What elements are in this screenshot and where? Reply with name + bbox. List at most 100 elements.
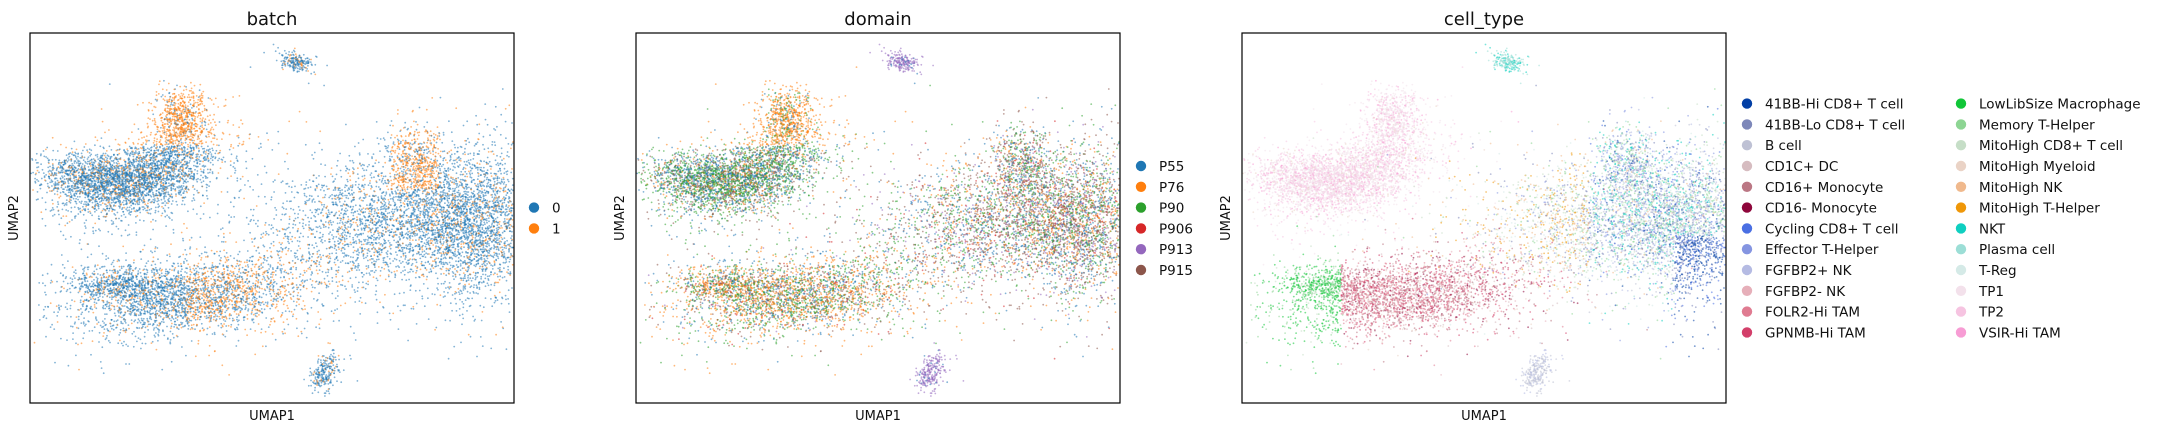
cell-point [238, 95, 241, 97]
cell-point [86, 204, 89, 207]
cell-point [143, 149, 146, 152]
cell-point [191, 157, 194, 160]
cell-point [55, 177, 58, 180]
cell-point [65, 209, 68, 211]
cell-point [160, 119, 163, 122]
cell-point [214, 152, 217, 155]
cell-point [78, 242, 81, 245]
cell-point [200, 181, 203, 184]
cell-point [398, 236, 401, 238]
cell-point [203, 147, 206, 150]
cell-point [437, 164, 440, 167]
cell-point [204, 156, 207, 158]
cell-point [102, 178, 105, 181]
cell-point [31, 157, 33, 160]
cell-point [145, 159, 148, 162]
cell-point [145, 141, 148, 143]
cell-point [180, 184, 183, 187]
cell-point [188, 167, 190, 170]
cell-point [166, 150, 169, 153]
cell-point [170, 169, 173, 171]
cell-point [112, 183, 115, 186]
cell-point [161, 124, 164, 127]
cell-point [71, 163, 74, 165]
cell-point [176, 158, 179, 161]
cell-point [118, 158, 120, 160]
cell-point [183, 96, 186, 99]
cell-point [100, 172, 102, 175]
cell-point [74, 195, 76, 197]
cell-point [210, 155, 213, 157]
cell-point [116, 164, 118, 167]
cell-point [189, 109, 192, 111]
cell-point [194, 133, 197, 135]
cell-point [69, 191, 72, 194]
cell-point [249, 66, 252, 68]
cell-point [407, 243, 410, 246]
cell-point [115, 167, 118, 170]
cell-point [199, 125, 202, 128]
cell-point [85, 175, 88, 178]
cell-point [175, 127, 178, 130]
cell-point [122, 176, 125, 179]
cell-point [196, 159, 199, 162]
cell-point [135, 231, 138, 234]
cell-point [96, 196, 98, 199]
cell-point [170, 183, 173, 186]
cell-point [149, 156, 152, 159]
cell-point [83, 175, 85, 178]
cell-point [206, 197, 209, 200]
cell-point [96, 200, 98, 203]
cell-point [272, 226, 274, 229]
cell-point [32, 171, 34, 174]
cell-point [309, 209, 312, 212]
cell-point [271, 149, 274, 151]
cell-point [135, 158, 137, 160]
cell-point [172, 176, 175, 178]
cell-point [184, 123, 187, 126]
cell-point [91, 171, 93, 174]
cell-point [59, 143, 62, 146]
cell-point [151, 119, 154, 122]
cell-point [288, 218, 291, 221]
cell-point [101, 120, 104, 123]
cell-point [484, 223, 486, 226]
cell-point [164, 162, 167, 165]
cell-point [153, 185, 156, 187]
cell-point [48, 159, 51, 162]
cell-point [193, 188, 196, 191]
cell-point [181, 158, 184, 161]
cell-point [156, 138, 159, 141]
cell-point [133, 166, 136, 169]
cell-point [142, 101, 144, 104]
cell-point [141, 170, 144, 173]
cell-point [180, 116, 183, 119]
cell-point [158, 114, 161, 117]
cell-point [258, 147, 260, 150]
cell-point [217, 159, 219, 162]
cell-point [128, 209, 131, 212]
cell-point [110, 168, 112, 170]
cell-point [181, 117, 184, 120]
cell-point [54, 158, 57, 161]
cell-point [155, 133, 158, 136]
cell-point [347, 218, 350, 221]
cell-point [164, 143, 167, 146]
cell-point [218, 121, 221, 123]
cell-point [58, 181, 60, 184]
cell-point [180, 194, 183, 196]
cell-point [196, 157, 199, 160]
cell-point [166, 99, 169, 102]
cell-point [142, 208, 145, 211]
cell-point [196, 129, 198, 132]
cell-point [171, 118, 174, 121]
cell-point [168, 174, 171, 177]
cell-point [60, 184, 63, 187]
cell-point [207, 145, 209, 148]
cell-point [194, 101, 197, 104]
cell-point [124, 142, 127, 144]
cell-point [210, 132, 213, 135]
cell-point [168, 182, 170, 185]
cell-point [295, 252, 297, 255]
cell-point [114, 138, 117, 141]
